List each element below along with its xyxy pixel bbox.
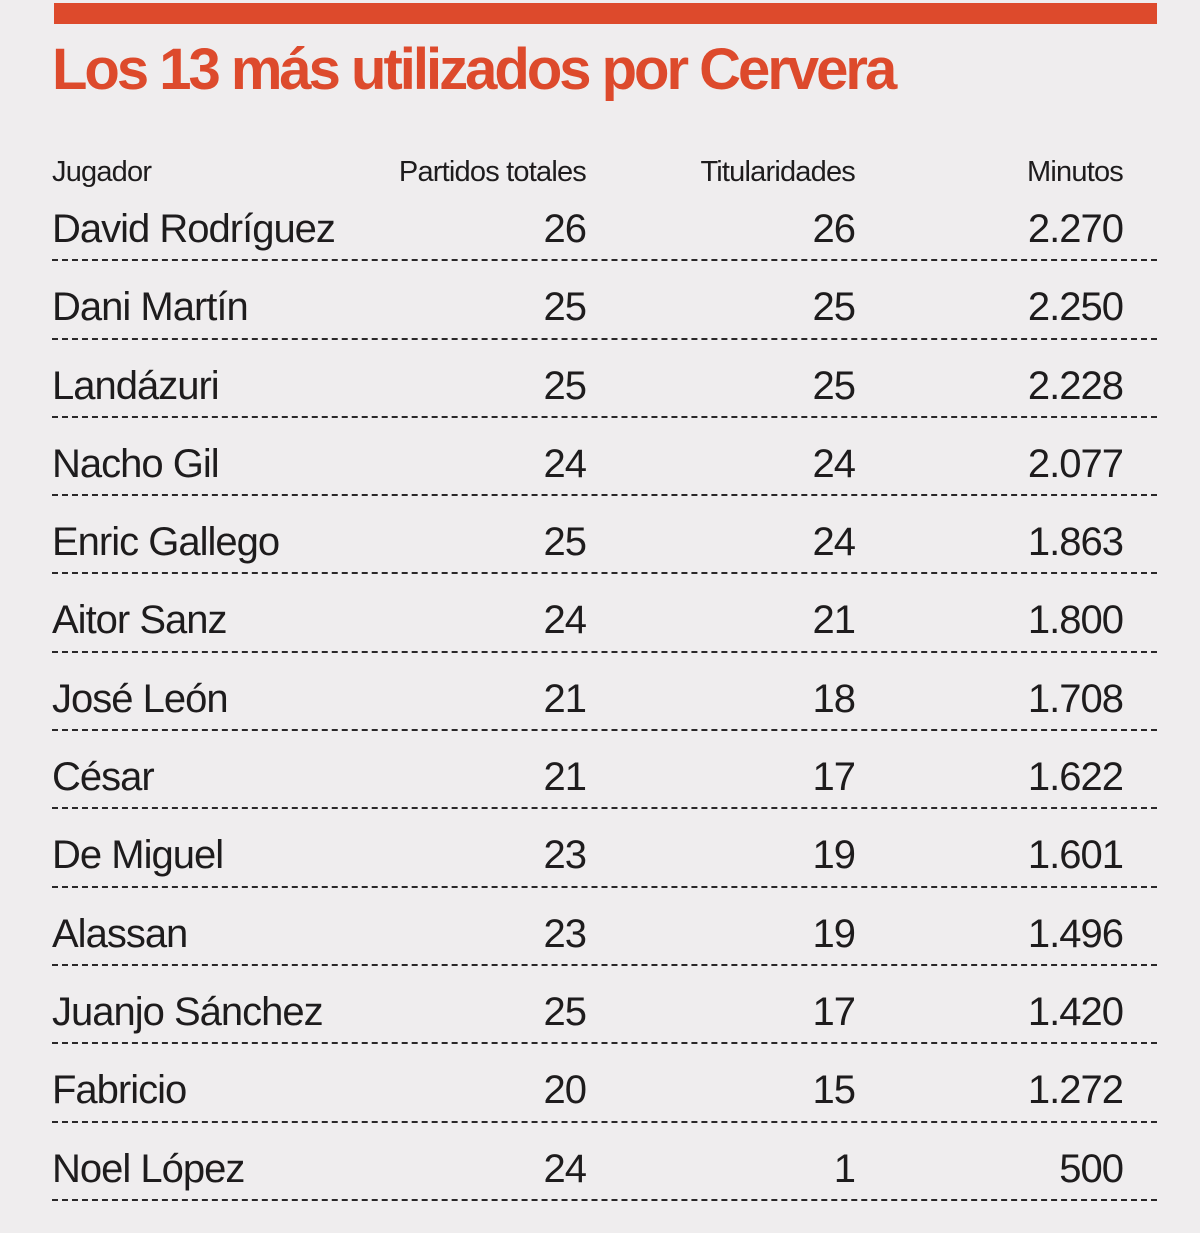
table-row: Landázuri 25 25 2.228 xyxy=(52,351,1157,429)
player-name-cell: José León xyxy=(52,676,229,721)
total-matches-cell: 21 xyxy=(543,676,587,721)
player-name-cell: Fabricio xyxy=(52,1068,187,1113)
player-name-cell: Juanjo Sánchez xyxy=(52,989,324,1034)
table-row: Fabricio 20 15 1.272 xyxy=(52,1055,1157,1133)
accent-bar xyxy=(54,3,1157,24)
starts-cell: 25 xyxy=(812,363,856,408)
starts-cell: 24 xyxy=(812,441,856,486)
table-row: David Rodríguez 26 26 2.270 xyxy=(52,194,1157,272)
minutes-cell: 1.622 xyxy=(1027,755,1124,800)
row-divider xyxy=(52,1198,1157,1201)
player-name-cell: Landázuri xyxy=(52,363,220,408)
total-matches-cell: 24 xyxy=(543,441,587,486)
total-matches-cell: 24 xyxy=(543,1146,587,1191)
table-row: Dani Martín 25 25 2.250 xyxy=(52,272,1157,350)
total-matches-cell: 25 xyxy=(543,363,587,408)
starts-cell: 25 xyxy=(812,285,856,330)
minutes-cell: 2.228 xyxy=(1027,363,1124,408)
total-matches-cell: 23 xyxy=(543,833,587,878)
total-matches-cell: 26 xyxy=(543,207,587,251)
row-divider xyxy=(52,572,1157,575)
row-divider xyxy=(52,1120,1157,1123)
table-row: Aitor Sanz 24 21 1.800 xyxy=(52,585,1157,663)
starts-cell: 1 xyxy=(833,1146,856,1191)
table-body: David Rodríguez 26 26 2.270 Dani Martín 25 25 2… xyxy=(52,194,1157,1212)
total-matches-cell: 25 xyxy=(543,520,587,565)
table-row: Alassan 23 19 1.496 xyxy=(52,899,1157,977)
minutes-cell: 1.272 xyxy=(1027,1068,1124,1113)
table-header-row: Jugador Partidos totales Titularidades M… xyxy=(52,150,1157,194)
player-name-cell: David Rodríguez xyxy=(52,207,336,251)
starts-cell: 21 xyxy=(812,598,856,643)
player-name-cell: Enric Gallego xyxy=(52,520,280,565)
starts-cell: 19 xyxy=(812,911,856,956)
player-name-cell: Alassan xyxy=(52,911,188,956)
row-divider xyxy=(52,807,1157,810)
total-matches-cell: 25 xyxy=(543,285,587,330)
starts-cell: 19 xyxy=(812,833,856,878)
starts-cell: 17 xyxy=(812,755,856,800)
starts-cell: 26 xyxy=(812,207,856,251)
row-divider xyxy=(52,337,1157,340)
starts-cell: 24 xyxy=(812,520,856,565)
row-divider xyxy=(52,885,1157,888)
row-divider xyxy=(52,1042,1157,1045)
minutes-cell: 1.863 xyxy=(1027,520,1124,565)
player-name-cell: De Miguel xyxy=(52,833,224,878)
column-header-starts: Titularidades xyxy=(700,156,855,188)
table-row: Enric Gallego 25 24 1.863 xyxy=(52,507,1157,585)
table-row: Noel López 24 1 500 xyxy=(52,1134,1157,1212)
row-divider xyxy=(52,494,1157,497)
total-matches-cell: 24 xyxy=(543,598,587,643)
player-name-cell: Dani Martín xyxy=(52,285,249,330)
starts-cell: 15 xyxy=(812,1068,856,1113)
table-row: Juanjo Sánchez 25 17 1.420 xyxy=(52,977,1157,1055)
player-name-cell: Aitor Sanz xyxy=(52,598,228,643)
player-name-cell: César xyxy=(52,755,155,800)
chart-title: Los 13 más utilizados por Cervera xyxy=(52,37,897,102)
row-divider xyxy=(52,729,1157,732)
table-row: De Miguel 23 19 1.601 xyxy=(52,820,1157,898)
table-row: José León 21 18 1.708 xyxy=(52,664,1157,742)
row-divider xyxy=(52,415,1157,418)
player-name-cell: Noel López xyxy=(52,1146,245,1191)
table-row: Nacho Gil 24 24 2.077 xyxy=(52,429,1157,507)
minutes-cell: 2.077 xyxy=(1027,441,1124,486)
player-name-cell: Nacho Gil xyxy=(52,441,220,486)
table-row: César 21 17 1.622 xyxy=(52,742,1157,820)
stats-table: Jugador Partidos totales Titularidades M… xyxy=(52,150,1157,1212)
total-matches-cell: 21 xyxy=(543,755,587,800)
minutes-cell: 2.250 xyxy=(1027,285,1124,330)
minutes-cell: 500 xyxy=(1059,1146,1124,1191)
minutes-cell: 2.270 xyxy=(1027,207,1124,251)
total-matches-cell: 25 xyxy=(543,989,587,1034)
starts-cell: 18 xyxy=(812,676,856,721)
column-header-player: Jugador xyxy=(52,156,152,188)
minutes-cell: 1.800 xyxy=(1027,598,1124,643)
minutes-cell: 1.601 xyxy=(1027,833,1124,878)
column-header-minutes: Minutos xyxy=(1027,156,1124,188)
column-header-total-matches: Partidos totales xyxy=(398,156,587,188)
minutes-cell: 1.496 xyxy=(1027,911,1124,956)
starts-cell: 17 xyxy=(812,989,856,1034)
row-divider xyxy=(52,259,1157,262)
total-matches-cell: 20 xyxy=(543,1068,587,1113)
minutes-cell: 1.708 xyxy=(1027,676,1124,721)
row-divider xyxy=(52,650,1157,653)
total-matches-cell: 23 xyxy=(543,911,587,956)
row-divider xyxy=(52,963,1157,966)
minutes-cell: 1.420 xyxy=(1027,989,1124,1034)
